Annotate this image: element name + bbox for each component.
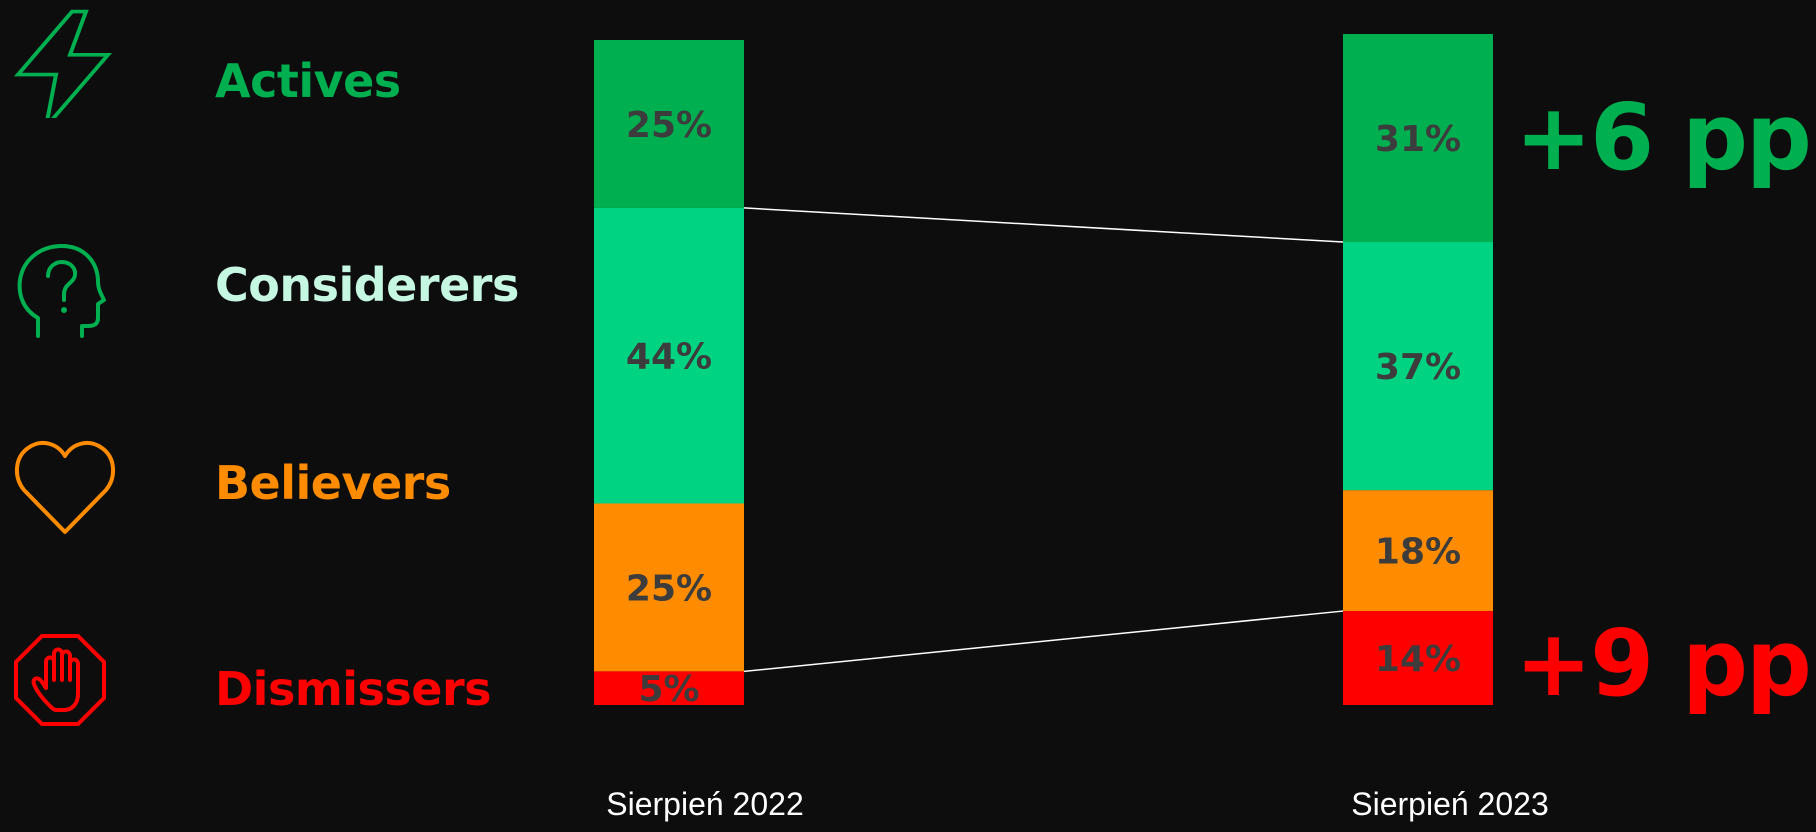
- bar-value-label-believers-1: 25%: [626, 568, 712, 609]
- legend-label-actives: Actives: [215, 54, 401, 108]
- bar-segment-dismissers-2: [1343, 611, 1493, 705]
- legend-item-believers: Believers: [0, 432, 540, 552]
- actives-change-label: +6 pp.: [1515, 92, 1816, 184]
- bar-segment-believers-1: [594, 503, 744, 672]
- bar-value-label-dismissers-2: 14%: [1375, 639, 1461, 680]
- stop-hand-icon: [14, 634, 106, 726]
- legend-item-considerers: Considerers: [0, 240, 540, 360]
- category-label-1: Sierpień 2022: [606, 786, 803, 822]
- legend-label-considerers: Considerers: [215, 258, 519, 312]
- bar-value-label-actives-2: 31%: [1375, 119, 1461, 160]
- actives-change-text: +6 pp.: [1515, 84, 1816, 191]
- heart-icon: [15, 440, 115, 534]
- bar-value-label-believers-2: 18%: [1375, 532, 1461, 573]
- connector-line-dismissers: [743, 610, 1344, 673]
- bar-segment-actives-1: [594, 40, 744, 208]
- bar-segment-believers-2: [1343, 490, 1493, 612]
- bar-segment-actives-2: [1343, 34, 1493, 243]
- head-question-icon: [17, 244, 106, 338]
- bar-segment-considerers-1: [594, 207, 744, 504]
- bar-value-label-dismissers-1: 5%: [638, 669, 699, 710]
- legend-item-actives: Actives: [0, 8, 540, 128]
- dismissers-change-text: +9 pp.: [1515, 610, 1816, 717]
- legend-label-dismissers: Dismissers: [215, 662, 492, 716]
- legend-label-believers: Believers: [215, 456, 451, 510]
- bar-segment-dismissers-1: [594, 671, 744, 705]
- legend-item-dismissers: Dismissers: [0, 634, 540, 754]
- bar-value-label-considerers-1: 44%: [626, 337, 712, 378]
- category-label-2: Sierpień 2023: [1351, 786, 1548, 822]
- dismissers-change-label: +9 pp.: [1515, 618, 1816, 710]
- bar-segment-considerers-2: [1343, 242, 1493, 491]
- bar-value-label-actives-1: 25%: [626, 105, 712, 146]
- bar-value-label-considerers-2: 37%: [1375, 347, 1461, 388]
- connector-line-actives: [743, 207, 1344, 243]
- lightning-bolt-icon: [13, 9, 113, 118]
